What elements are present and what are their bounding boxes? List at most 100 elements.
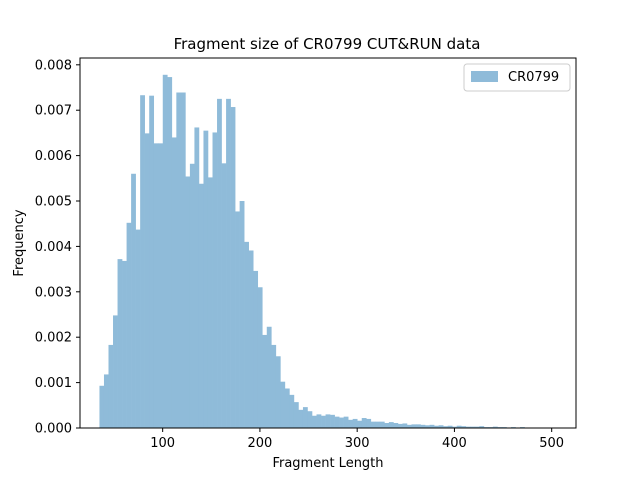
histogram-bar xyxy=(212,132,218,429)
histogram-bar xyxy=(113,315,118,428)
histogram-bar xyxy=(452,426,458,428)
histogram-bar xyxy=(266,326,272,428)
histogram-bar xyxy=(461,426,467,428)
histogram-bar xyxy=(253,270,259,428)
histogram-bar xyxy=(416,424,421,428)
histogram-bars xyxy=(99,74,539,429)
histogram-bar xyxy=(447,425,453,428)
histogram-bar xyxy=(189,163,195,428)
histogram-bar xyxy=(474,426,480,428)
y-axis-label: Frequency xyxy=(12,209,27,276)
histogram-bar xyxy=(180,92,186,429)
y-tick-label: 0.002 xyxy=(35,331,72,346)
histogram-bar xyxy=(226,98,231,429)
histogram-bar xyxy=(293,402,299,428)
x-tick-label: 200 xyxy=(248,436,273,451)
y-tick-label: 0.006 xyxy=(35,149,72,164)
histogram-bar xyxy=(465,426,471,428)
histogram-bar xyxy=(357,420,363,428)
histogram-bar xyxy=(379,421,385,428)
histogram-bar xyxy=(108,344,114,428)
histogram-bar xyxy=(366,418,372,428)
histogram-bar xyxy=(312,415,317,428)
legend-swatch xyxy=(471,71,498,82)
histogram-bar xyxy=(235,211,240,428)
legend: CR0799 xyxy=(463,63,571,92)
histogram-bar xyxy=(239,201,245,428)
histogram-bar xyxy=(158,143,164,429)
histogram-bar xyxy=(370,421,376,428)
histogram-bar xyxy=(302,407,308,428)
histogram-bar xyxy=(257,287,263,428)
histogram-bar xyxy=(406,424,412,428)
histogram-bar xyxy=(131,173,136,428)
histogram-bar xyxy=(117,259,123,428)
x-axis-label: Fragment Length xyxy=(272,456,383,471)
y-tick-label: 0.000 xyxy=(35,422,72,437)
histogram-bar xyxy=(126,222,132,428)
y-tick-label: 0.004 xyxy=(35,240,72,255)
histogram-bar xyxy=(330,414,335,428)
histogram-bar xyxy=(420,424,426,428)
histogram-bar xyxy=(203,130,209,428)
histogram-bar xyxy=(397,423,403,428)
histogram-bar xyxy=(375,421,381,428)
histogram-bar xyxy=(316,414,322,428)
histogram-bar xyxy=(438,425,444,428)
histogram-bar xyxy=(99,385,105,428)
y-tick-label: 0.001 xyxy=(35,376,72,391)
histogram-bar xyxy=(456,425,462,428)
histogram-bar xyxy=(334,416,340,428)
histogram-bar xyxy=(171,137,177,428)
y-tick-label: 0.008 xyxy=(35,58,72,73)
histogram-bar xyxy=(185,176,191,428)
histogram-bar xyxy=(153,143,159,429)
histogram-bar xyxy=(479,426,485,428)
histogram-bar xyxy=(339,417,344,428)
histogram-bar xyxy=(217,98,222,429)
histogram-bar xyxy=(198,183,204,428)
histogram-bar xyxy=(144,133,150,428)
histogram-bar xyxy=(352,418,358,428)
histogram-bar xyxy=(429,424,435,428)
histogram-bar xyxy=(384,423,390,428)
histogram-bar xyxy=(289,394,295,428)
y-tick-label: 0.005 xyxy=(35,195,72,210)
histogram-bar xyxy=(275,356,281,428)
legend-label: CR0799 xyxy=(508,70,559,85)
y-axis-ticks: 0.000 0.001 0.002 0.003 0.004 0.005 0.006 0.007… xyxy=(35,58,80,437)
x-tick-label: 400 xyxy=(442,436,467,451)
x-tick-label: 500 xyxy=(539,436,564,451)
histogram-bar xyxy=(149,95,155,429)
histogram-bar xyxy=(425,425,430,428)
histogram-bar xyxy=(280,381,286,428)
histogram-bar xyxy=(140,95,145,429)
x-tick-label: 300 xyxy=(345,436,370,451)
histogram-bar xyxy=(103,374,109,428)
histogram-bar xyxy=(221,163,227,429)
histogram-bar xyxy=(284,388,290,428)
histogram-bar xyxy=(321,415,326,428)
histogram-bar xyxy=(135,229,141,428)
histogram-bar xyxy=(207,177,213,428)
legend-box xyxy=(463,63,571,92)
histogram-bar xyxy=(434,425,439,428)
y-tick-label: 0.003 xyxy=(35,285,72,300)
histogram-bar xyxy=(230,107,236,429)
histogram-bar xyxy=(248,250,254,428)
histogram-bar xyxy=(162,74,168,428)
histogram-bar xyxy=(244,241,249,428)
histogram-bar xyxy=(348,419,354,428)
histogram-bar xyxy=(402,423,408,428)
histogram-bar xyxy=(411,424,417,428)
histogram-bar xyxy=(361,418,367,428)
y-tick-label: 0.007 xyxy=(35,104,72,119)
histogram-bar xyxy=(492,426,498,428)
histogram-bar xyxy=(262,334,268,428)
histogram-bar xyxy=(194,127,200,429)
x-tick-label: 100 xyxy=(150,436,175,451)
x-axis-ticks: 100 200 300 400 500 xyxy=(150,428,564,451)
histogram-bar xyxy=(298,409,304,428)
histogram-bar xyxy=(443,426,448,428)
